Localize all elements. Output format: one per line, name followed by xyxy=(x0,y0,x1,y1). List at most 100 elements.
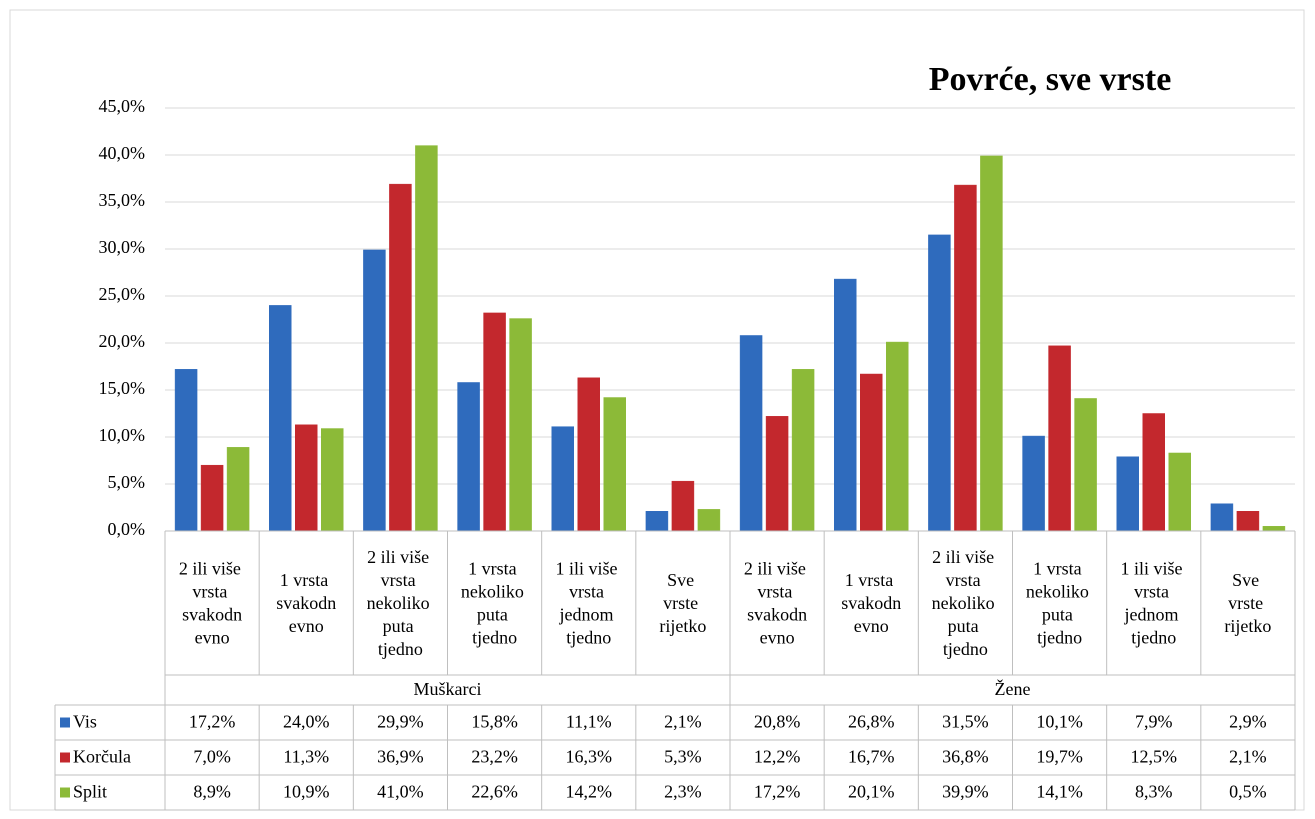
y-tick-label: 45,0% xyxy=(99,96,146,116)
bar xyxy=(200,464,224,532)
table-value: 15,8% xyxy=(471,712,518,732)
bar xyxy=(1142,413,1165,532)
bar xyxy=(483,312,506,532)
table-value: 14,2% xyxy=(566,782,613,802)
category-label: 2 ili više vrsta nekoliko puta tjedno xyxy=(367,547,435,659)
table-value: 36,8% xyxy=(942,747,989,767)
bar xyxy=(645,511,669,532)
y-tick-label: 30,0% xyxy=(99,237,146,257)
bar xyxy=(1074,398,1097,532)
table-value: 10,1% xyxy=(1036,712,1083,732)
table-value: 7,0% xyxy=(193,747,231,767)
table-value: 19,7% xyxy=(1036,747,1083,767)
category-label: 1 ili više vrsta jednom tjedno xyxy=(1121,559,1188,648)
y-tick-label: 35,0% xyxy=(99,190,146,210)
bar xyxy=(954,184,977,532)
table-value: 17,2% xyxy=(754,782,801,802)
legend-label: Split xyxy=(73,782,107,802)
category-label: 1 vrsta svakodn evno xyxy=(841,570,901,636)
table-value: 7,9% xyxy=(1135,712,1173,732)
y-tick-label: 5,0% xyxy=(108,472,146,492)
bar xyxy=(1116,456,1139,532)
category-label: 1 vrsta nekoliko puta tjedno xyxy=(1026,559,1094,648)
y-tick-label: 25,0% xyxy=(99,284,146,304)
bar xyxy=(791,369,815,532)
legend-marker xyxy=(60,752,70,763)
category-label: 1 ili više vrsta jednom tjedno xyxy=(556,559,623,648)
bar xyxy=(1262,526,1286,532)
table-value: 2,9% xyxy=(1229,712,1267,732)
table-value: 39,9% xyxy=(942,782,989,802)
table-value: 20,8% xyxy=(754,712,801,732)
category-label: 1 vrsta nekoliko puta tjedno xyxy=(461,559,529,648)
y-tick-label: 10,0% xyxy=(99,425,146,445)
table-value: 11,3% xyxy=(283,747,329,767)
chart-title: Povrće, sve vrste xyxy=(929,61,1172,98)
bar xyxy=(765,416,789,532)
table-value: 12,2% xyxy=(754,747,801,767)
bar xyxy=(1022,435,1045,532)
bar xyxy=(321,428,344,532)
table-value: 24,0% xyxy=(283,712,330,732)
table-value: 23,2% xyxy=(471,747,518,767)
bar xyxy=(174,369,198,532)
bar xyxy=(457,382,480,532)
bar xyxy=(551,426,574,532)
table-value: 12,5% xyxy=(1131,747,1178,767)
y-tick-label: 20,0% xyxy=(99,331,146,351)
category-label: Sve vrste rijetko xyxy=(1224,570,1271,636)
bar xyxy=(980,155,1003,532)
table-value: 8,9% xyxy=(193,782,231,802)
legend-label: Korčula xyxy=(73,747,131,767)
bar xyxy=(1048,345,1071,532)
legend-marker xyxy=(60,717,70,728)
table-value: 14,1% xyxy=(1036,782,1083,802)
table-value: 36,9% xyxy=(377,747,424,767)
y-tick-label: 40,0% xyxy=(99,143,146,163)
bar xyxy=(697,509,721,532)
bar xyxy=(834,278,857,532)
bar xyxy=(509,318,532,532)
table-value: 5,3% xyxy=(664,747,702,767)
category-label: Sve vrste rijetko xyxy=(659,570,706,636)
group-label: Žene xyxy=(995,678,1031,699)
legend-label: Vis xyxy=(73,712,97,732)
table-value: 11,1% xyxy=(566,712,612,732)
table-value: 31,5% xyxy=(942,712,989,732)
table-value: 2,1% xyxy=(1229,747,1267,767)
bar xyxy=(269,305,292,532)
bar xyxy=(363,249,386,532)
bar xyxy=(577,377,600,532)
y-tick-label: 15,0% xyxy=(99,378,146,398)
table-value: 8,3% xyxy=(1135,782,1173,802)
table-value: 2,1% xyxy=(664,712,702,732)
y-tick-label: 0,0% xyxy=(108,519,146,539)
bar xyxy=(1210,503,1234,532)
table-value: 16,7% xyxy=(848,747,895,767)
bar xyxy=(928,234,951,532)
bar xyxy=(389,183,412,532)
bar xyxy=(886,341,909,532)
table-value: 16,3% xyxy=(566,747,613,767)
category-label: 1 vrsta svakodn evno xyxy=(276,570,336,636)
category-label: 2 ili više vrsta svakodn evno xyxy=(744,559,811,648)
bar xyxy=(1236,511,1260,532)
bar xyxy=(295,424,318,532)
table-value: 0,5% xyxy=(1229,782,1267,802)
bar xyxy=(603,397,626,532)
bar xyxy=(860,373,883,532)
bar xyxy=(671,480,695,532)
table-value: 17,2% xyxy=(189,712,236,732)
table-value: 22,6% xyxy=(471,782,518,802)
bar xyxy=(1168,452,1191,532)
bar xyxy=(415,145,438,532)
category-label: 2 ili više vrsta svakodn evno xyxy=(179,559,246,648)
table-value: 2,3% xyxy=(664,782,702,802)
table-value: 10,9% xyxy=(283,782,330,802)
table-value: 29,9% xyxy=(377,712,424,732)
group-label: Muškarci xyxy=(414,679,482,699)
table-value: 20,1% xyxy=(848,782,895,802)
bar xyxy=(739,335,763,532)
bar xyxy=(226,447,250,532)
